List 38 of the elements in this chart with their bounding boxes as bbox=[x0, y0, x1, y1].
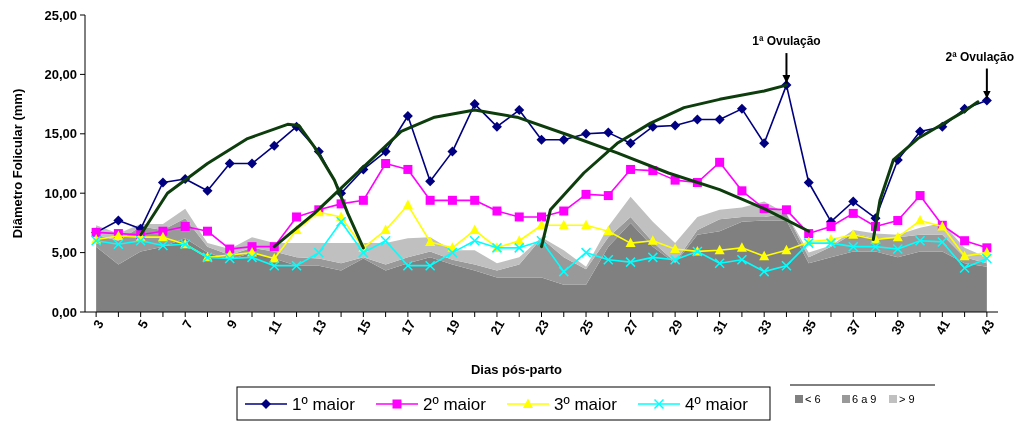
x-tick-label: 7 bbox=[179, 317, 196, 332]
x-tick-label: 25 bbox=[576, 317, 597, 338]
x-tick-label: 37 bbox=[843, 317, 864, 338]
x-tick-label: 33 bbox=[754, 317, 775, 338]
x-tick-label: 11 bbox=[264, 317, 285, 337]
legend-label: > 9 bbox=[899, 392, 915, 405]
y-tick-label: 10,00 bbox=[44, 185, 77, 201]
legend-label: 2º maior bbox=[423, 394, 487, 414]
x-tick-label: 19 bbox=[442, 317, 463, 338]
legend-label: < 6 bbox=[805, 392, 821, 405]
annotation: 2ª Ovulação bbox=[945, 49, 1014, 64]
legend-label: 3º maior bbox=[554, 394, 618, 414]
annotation: 1ª Ovulação bbox=[752, 34, 821, 49]
y-tick-label: 0,00 bbox=[51, 304, 77, 320]
x-tick-label: 15 bbox=[353, 317, 374, 338]
y-tick-label: 20,00 bbox=[44, 66, 77, 82]
y-tick-label: 25,00 bbox=[44, 7, 77, 23]
x-tick-label: 43 bbox=[977, 317, 998, 338]
x-tick-label: 27 bbox=[620, 317, 642, 338]
y-tick-label: 15,00 bbox=[44, 126, 77, 142]
x-tick-label: 35 bbox=[799, 317, 820, 338]
legend-label: 1º maior bbox=[292, 394, 356, 414]
x-tick-label: 5 bbox=[134, 317, 152, 332]
legend-label: 4º maior bbox=[685, 394, 749, 414]
legend-label: 6 a 9 bbox=[852, 392, 877, 405]
x-tick-label: 9 bbox=[223, 317, 241, 332]
y-axis-title: Diâmetro Folicular (mm) bbox=[10, 88, 25, 239]
x-tick-label: 39 bbox=[888, 317, 909, 338]
x-tick-label: 13 bbox=[309, 317, 330, 338]
x-tick-label: 21 bbox=[487, 317, 508, 338]
x-tick-label: 29 bbox=[665, 317, 686, 338]
x-axis-title: Dias pós-parto bbox=[470, 362, 563, 377]
x-tick-label: 23 bbox=[531, 317, 553, 338]
x-tick-label: 41 bbox=[932, 317, 953, 338]
x-tick-label: 17 bbox=[398, 317, 419, 338]
x-tick-label: 3 bbox=[90, 317, 107, 332]
x-tick-label: 31 bbox=[709, 317, 731, 338]
y-tick-label: 5,00 bbox=[51, 245, 77, 261]
